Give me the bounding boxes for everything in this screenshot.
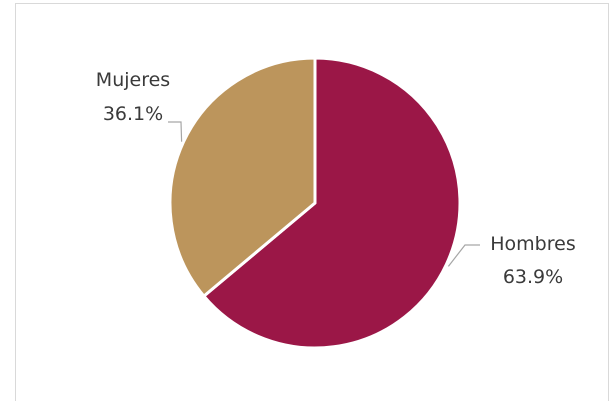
pie-slice-hombres (202, 56, 462, 350)
mujeres-percent: 36.1% (103, 103, 163, 125)
pie-slice-mujeres (168, 56, 317, 298)
pie-slices (168, 56, 462, 350)
hombres-label: Hombres (490, 233, 575, 255)
hombres-percent: 63.9% (503, 266, 563, 288)
leader-line-mujeres (168, 121, 183, 142)
chart-frame (15, 3, 609, 401)
mujeres-label: Mujeres (96, 69, 170, 91)
leader-lines (168, 121, 480, 267)
leader-line-hombres (447, 244, 480, 267)
